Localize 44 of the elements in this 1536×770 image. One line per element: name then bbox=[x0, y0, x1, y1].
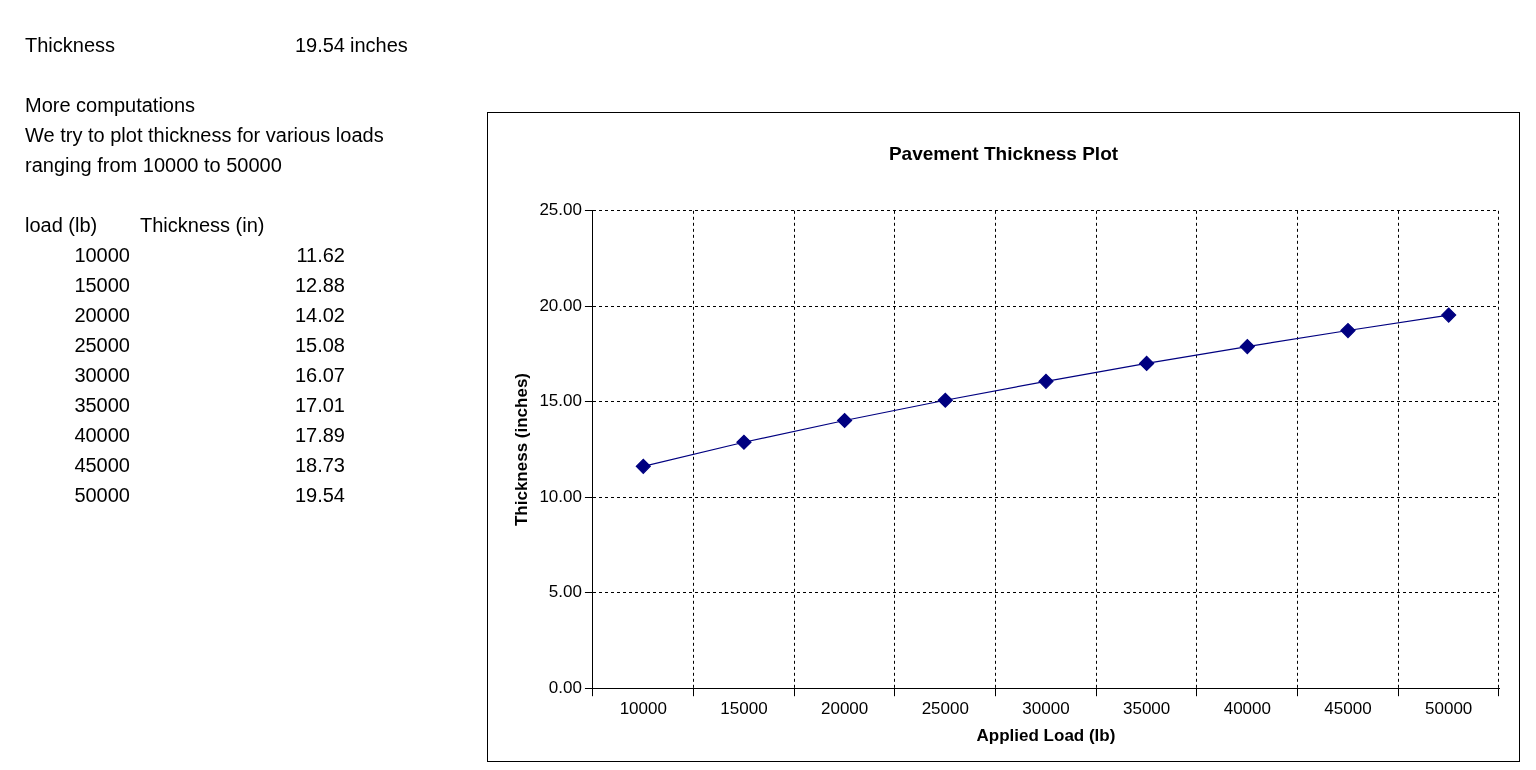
x-tick-label: 40000 bbox=[1223, 699, 1271, 719]
text: 17.89 bbox=[293, 423, 345, 448]
category-label: 35000 bbox=[74, 394, 130, 416]
text: More computations bbox=[25, 93, 196, 118]
text: ranging from 10000 to 50000 bbox=[25, 153, 282, 178]
x-tick-label: 50000 bbox=[1425, 699, 1473, 719]
text: 14.02 bbox=[293, 303, 345, 328]
category-label: 25000 bbox=[74, 334, 130, 356]
x-tick-label: 25000 bbox=[921, 699, 969, 719]
x-tick-label: 35000 bbox=[1123, 699, 1171, 719]
y-tick-label: 20.00 bbox=[539, 295, 582, 315]
x-tick-label: 30000 bbox=[1022, 699, 1070, 719]
y-tick-label: 5.00 bbox=[548, 582, 582, 602]
x-tick-label: 15000 bbox=[720, 699, 768, 719]
x-tick-label: 45000 bbox=[1324, 699, 1372, 719]
y-tick-label: 15.00 bbox=[539, 391, 582, 411]
category-label: 50000 bbox=[74, 484, 130, 506]
category-label: 10000 bbox=[74, 244, 130, 266]
y-tick-label: 0.00 bbox=[548, 677, 582, 697]
text: 12.88 bbox=[293, 273, 345, 298]
text: 18.73 bbox=[293, 453, 345, 478]
text: 19.54 bbox=[293, 483, 345, 508]
text: load (lb) bbox=[25, 213, 98, 238]
text: 17.01 bbox=[293, 393, 345, 418]
category-label: 20000 bbox=[74, 304, 130, 326]
text: inches bbox=[350, 33, 408, 58]
text: Thickness bbox=[25, 33, 116, 58]
y-tick-label: 25.00 bbox=[539, 200, 582, 220]
category-label: 30000 bbox=[74, 364, 130, 386]
y-axis-title: Thickness (inches) bbox=[511, 372, 531, 527]
text: 11.62 bbox=[295, 243, 345, 268]
x-tick-label: 10000 bbox=[619, 699, 667, 719]
category-label: 40000 bbox=[74, 424, 130, 446]
category-label: 15000 bbox=[74, 274, 130, 296]
x-axis-title: Applied Load (lb) bbox=[976, 726, 1116, 746]
text: 15.08 bbox=[293, 333, 345, 358]
text: 19.54 bbox=[293, 33, 345, 58]
y-tick-label: 10.00 bbox=[539, 486, 582, 506]
text: 16.07 bbox=[293, 363, 345, 388]
x-tick-label: 20000 bbox=[820, 699, 869, 719]
text: We try to plot thickness for various loads bbox=[25, 123, 384, 148]
chart-title: Pavement Thickness Plot bbox=[888, 142, 1119, 164]
text: Thickness (in) bbox=[140, 213, 265, 238]
category-label: 45000 bbox=[74, 454, 130, 476]
